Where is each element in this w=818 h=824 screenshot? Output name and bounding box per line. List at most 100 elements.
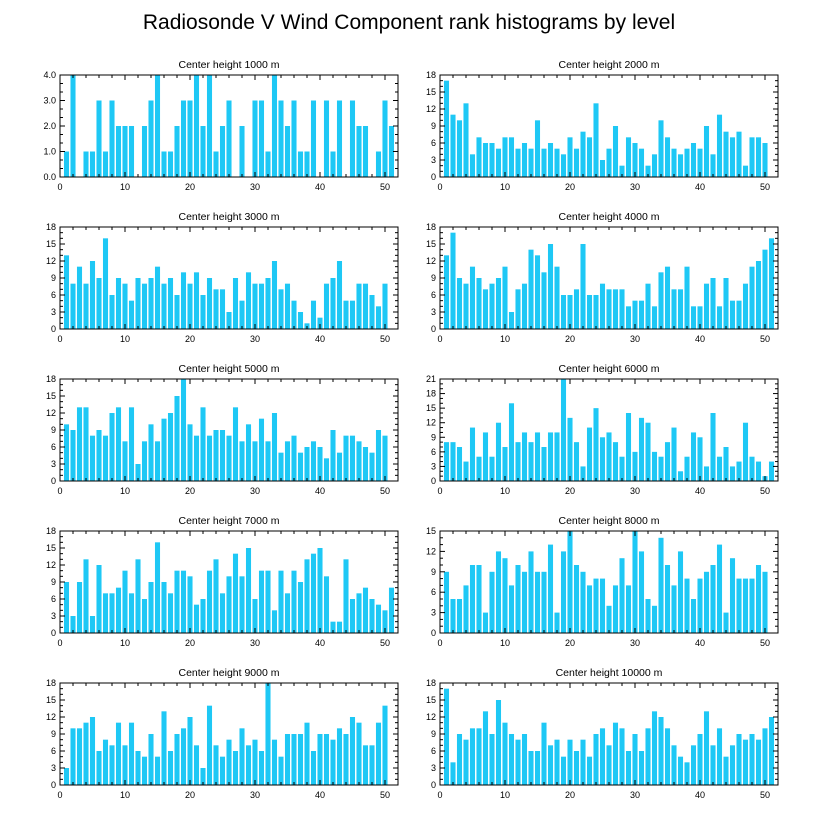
histogram-bar <box>456 734 463 785</box>
panel-title: Center height 8000 m <box>559 515 660 527</box>
histogram-bar <box>502 722 508 785</box>
histogram-bar <box>632 451 638 481</box>
histogram-bar <box>463 585 469 633</box>
histogram-bar <box>388 587 395 633</box>
histogram-bar <box>567 531 573 633</box>
histogram-bar <box>180 272 187 329</box>
histogram-bar <box>122 570 128 633</box>
histogram-bar <box>258 751 265 785</box>
histogram-bar <box>482 143 489 177</box>
histogram-bar <box>167 151 174 177</box>
histogram-bar <box>382 610 388 633</box>
histogram-bar <box>343 300 349 329</box>
y-tick-label: 12 <box>46 256 56 266</box>
histogram-bar <box>710 745 716 785</box>
histogram-bar <box>586 137 593 177</box>
y-tick-label: 2.0 <box>43 121 56 131</box>
histogram-bar <box>154 266 161 329</box>
y-tick-label: 3 <box>431 155 436 165</box>
histogram-bar <box>612 289 619 329</box>
histogram-bar <box>375 604 382 633</box>
histogram-bar <box>619 165 625 177</box>
histogram-bar <box>755 261 762 329</box>
histogram-bar <box>638 551 645 633</box>
histogram-bar <box>109 413 115 481</box>
histogram-bar <box>284 734 291 785</box>
histogram-bar <box>755 739 762 785</box>
histogram-bar <box>450 114 456 177</box>
x-tick-label: 50 <box>380 486 390 496</box>
histogram-bar <box>174 126 180 177</box>
histogram-bar <box>658 717 664 785</box>
histogram-bar <box>658 456 664 481</box>
histogram-bar <box>323 576 330 633</box>
panel-title: Center height 10000 m <box>556 667 663 679</box>
histogram-bar <box>180 728 187 785</box>
histogram-bar <box>317 734 323 785</box>
histogram-bar <box>187 100 193 177</box>
histogram-bar <box>148 100 154 177</box>
histogram-bar <box>76 582 83 633</box>
histogram-bar <box>703 466 710 481</box>
histogram-bar <box>684 266 690 329</box>
histogram-bar <box>232 278 239 329</box>
histogram-bar <box>567 739 573 785</box>
histogram-bar <box>489 456 495 481</box>
y-tick-label: 6 <box>51 746 56 756</box>
histogram-bar <box>723 756 729 785</box>
histogram-bar <box>343 435 349 481</box>
histogram-bar <box>541 148 547 177</box>
histogram-bar <box>612 585 619 633</box>
histogram-bar <box>232 407 239 481</box>
histogram-bar <box>729 745 736 785</box>
histogram-bar <box>593 734 599 785</box>
histogram-bar <box>154 542 161 633</box>
histogram-bar <box>213 151 219 177</box>
histogram-bar <box>193 272 200 329</box>
x-tick-label: 10 <box>120 486 130 496</box>
histogram-bar <box>219 126 226 177</box>
x-tick-label: 40 <box>695 638 705 648</box>
histogram-bar <box>599 728 606 785</box>
histogram-bar <box>128 593 135 633</box>
y-tick-label: 0 <box>431 172 436 182</box>
histogram-bar <box>567 137 573 177</box>
histogram-bar <box>122 126 128 177</box>
histogram-bar <box>534 255 541 329</box>
panel-title: Center height 5000 m <box>179 363 280 375</box>
histogram-bar <box>528 551 534 633</box>
histogram-bar <box>723 612 729 633</box>
histogram-bar <box>70 728 76 785</box>
histogram-bar <box>200 295 206 329</box>
histogram-bar <box>83 407 89 481</box>
histogram-bar <box>521 283 528 329</box>
histogram-bar <box>265 441 271 481</box>
histogram-bar <box>573 289 580 329</box>
histogram-bar <box>70 283 76 329</box>
histogram-bar <box>115 278 122 329</box>
x-tick-label: 40 <box>315 334 325 344</box>
histogram-bar <box>180 379 187 481</box>
histogram-bar <box>226 312 232 329</box>
histogram-bar <box>541 571 547 633</box>
histogram-bar <box>226 100 232 177</box>
histogram-bar <box>310 100 317 177</box>
histogram-bar <box>619 728 625 785</box>
histogram-bar <box>638 148 645 177</box>
y-tick-label: 3 <box>431 307 436 317</box>
histogram-bar <box>619 456 625 481</box>
histogram-bar <box>645 422 651 481</box>
histogram-bar <box>508 312 515 329</box>
histogram-bar <box>560 551 567 633</box>
histogram-bar <box>291 570 297 633</box>
histogram-bar <box>521 143 528 177</box>
histogram-bar <box>476 565 482 633</box>
histogram-bar <box>239 576 245 633</box>
panel-title: Center height 3000 m <box>179 211 280 223</box>
histogram-bar <box>755 565 762 633</box>
panel-title: Center height 2000 m <box>559 59 660 71</box>
histogram-bar <box>102 238 109 329</box>
histogram-bar <box>219 289 226 329</box>
histogram-bar <box>323 734 330 785</box>
histogram-bar <box>271 261 278 329</box>
